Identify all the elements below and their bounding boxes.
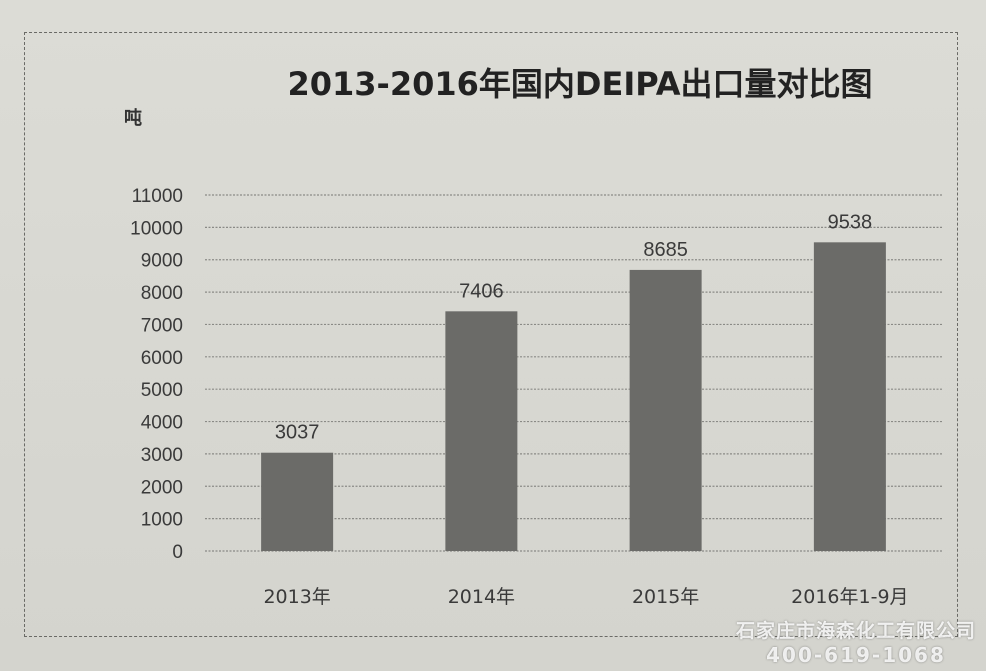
watermark: 石家庄市海森化工有限公司 400-619-1068	[736, 616, 976, 667]
y-tick-label: 11000	[132, 186, 183, 207]
bars	[261, 242, 886, 551]
data-label: 3037	[275, 422, 320, 444]
y-tick-label: 0	[172, 542, 183, 563]
y-tick-label: 3000	[141, 445, 183, 466]
y-tick-label: 8000	[141, 283, 183, 304]
y-tick-label: 4000	[141, 413, 183, 434]
data-labels: 3037 7406 8685 9538	[275, 211, 872, 443]
y-tick-label: 1000	[141, 510, 183, 531]
x-category-label: 2015年	[632, 586, 699, 608]
y-tick-label: 7000	[141, 315, 183, 336]
y-tick-label: 10000	[130, 218, 183, 239]
x-category-label: 2013年	[263, 586, 330, 608]
watermark-phone: 400-619-1068	[766, 643, 946, 667]
x-categories: 2013年 2014年 2015年 2016年1-9月	[263, 586, 908, 608]
x-category-label: 2016年1-9月	[791, 586, 908, 608]
bar	[813, 242, 886, 551]
chart-frame	[24, 32, 958, 637]
bar	[445, 311, 518, 551]
bar	[629, 269, 702, 551]
watermark-company: 石家庄市海森化工有限公司	[735, 620, 976, 642]
data-label: 9538	[828, 211, 873, 233]
y-axis-unit: 吨	[124, 107, 142, 129]
y-tick-label: 5000	[141, 380, 183, 401]
y-tick-label: 2000	[141, 477, 183, 498]
y-tick-label: 6000	[141, 348, 183, 369]
data-label: 7406	[459, 280, 504, 302]
data-label: 8685	[643, 239, 688, 261]
y-ticks: 0 1000 2000 3000 4000 5000 6000 7000 8000 9000 100…	[130, 186, 183, 563]
y-tick-label: 9000	[141, 251, 183, 272]
bar	[261, 452, 334, 551]
chart-title: 2013-2016年国内DEIPA出口量对比图	[287, 65, 872, 103]
x-category-label: 2014年	[448, 586, 515, 608]
